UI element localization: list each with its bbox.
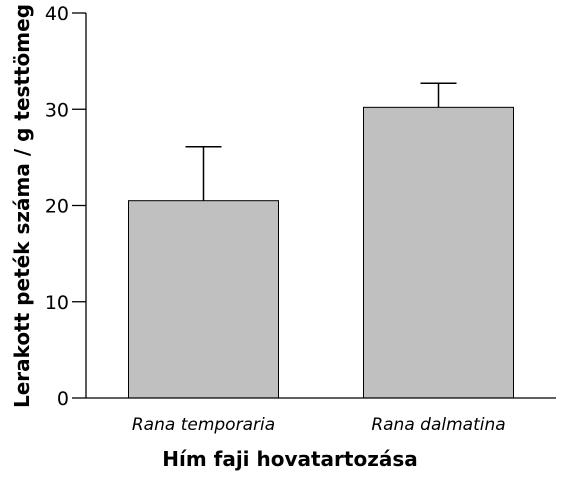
x-axis-title: Hím faji hovatartozása [162, 447, 418, 471]
x-category-label: Rana temporaria [132, 415, 275, 435]
bars-layer [128, 106, 514, 399]
bar [128, 200, 279, 399]
x-category-label: Rana dalmatina [371, 415, 505, 435]
error-bars-layer [185, 82, 457, 201]
y-tick-label: 40 [45, 3, 69, 25]
y-tick-label: 30 [45, 99, 69, 121]
y-tick-label: 20 [45, 196, 69, 218]
y-tick-label: 10 [45, 292, 69, 314]
x-category-labels: Rana temporaria Rana dalmatina [132, 415, 506, 435]
bar [363, 106, 514, 399]
y-ticks-layer: 0 10 20 30 40 [45, 3, 86, 410]
y-axis-title: Lerakott peték száma / g testtömeg [10, 4, 34, 408]
y-tick-label: 0 [57, 388, 69, 410]
